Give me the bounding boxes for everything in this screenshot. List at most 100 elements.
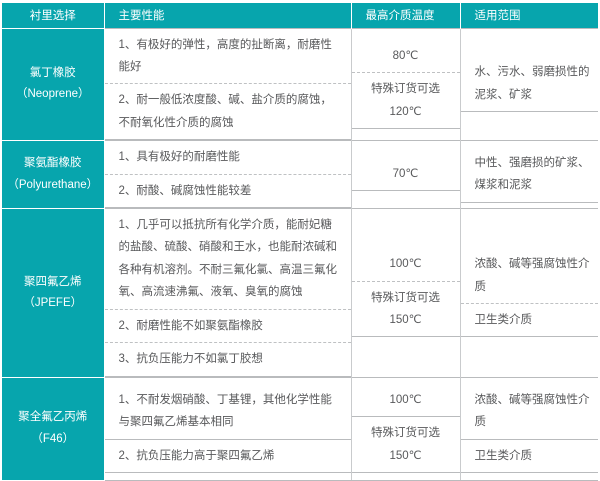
cell-temperature-subrow: 80℃ xyxy=(352,40,460,73)
cell-range-subrow: 水、污水、弱磨损性的泥浆、矿浆 xyxy=(460,56,598,113)
cell-temperature-text: 特殊订货可选 150℃ xyxy=(371,291,440,326)
cell-temperature-cell: 80℃ xyxy=(352,40,460,73)
cell-range-subrow: 浓酸、碱等强腐蚀性介质 xyxy=(460,383,598,440)
table-row: 聚四氟乙烯 （JPEFE） 1、几乎可以抵抗所有化学介质，能耐妃糖的盐酸、硫酸、硝酸… xyxy=(2,208,599,378)
cell-performance-subrow: 2、耐一般低浓度酸、碱、盐介质的腐蚀，不耐氧化性介质的腐蚀 xyxy=(104,83,351,141)
cell-temperature-subrow: 特殊订货可选 120℃ xyxy=(351,72,460,129)
cell-performance-group: 1、具有极好的耐磨性能 2、耐酸、碱腐蚀性能较差 xyxy=(104,141,351,209)
cell-performance-text: 2、耐磨性能不如聚氨酯橡胶 xyxy=(118,319,263,332)
cell-temperature-subrow: 70℃ xyxy=(351,157,460,192)
cell-temperature-cell: 100℃ xyxy=(351,383,460,418)
lining-name-english: （Polyurethane） xyxy=(7,178,99,191)
cell-performance-subrow: 1、不耐发烟硝酸、丁基锂，其他化学性能与聚四氟乙烯基本相同 xyxy=(104,383,351,440)
cell-range-text: 浓酸、碱等强腐蚀性介质 xyxy=(474,258,590,293)
cell-performance-cell: 2、耐酸、碱腐蚀性能较差 xyxy=(104,173,351,209)
cell-temperature-group: 70℃ xyxy=(351,157,460,192)
cell-temperature-subrow: 特殊订货可选 150℃ xyxy=(351,280,460,338)
cell-performance-cell: 2、耐一般低浓度酸、碱、盐介质的腐蚀，不耐氧化性介质的腐蚀 xyxy=(104,83,351,141)
cell-performance-text: 2、耐一般低浓度酸、碱、盐介质的腐蚀，不耐氧化性介质的腐蚀 xyxy=(118,94,332,129)
cell-performance-text: 1、不耐发烟硝酸、丁基锂，其他化学性能与聚四氟乙烯基本相同 xyxy=(118,393,332,429)
lining-name-english: （Neoprene） xyxy=(15,88,90,101)
cell-range-group: 水、污水、弱磨损性的泥浆、矿浆 xyxy=(460,56,598,113)
cell-performance-text: 1、具有极好的耐磨性能 xyxy=(118,151,240,164)
cell-range-cell: 中性、强磨损的矿浆、煤浆和泥浆 xyxy=(460,146,598,203)
cell-temperature-cell: 100℃ xyxy=(352,248,460,281)
cell-temperature-subrow: 特殊订货可选 150℃ xyxy=(351,416,460,474)
range-cell: 水、污水、弱磨损性的泥浆、矿浆 xyxy=(460,27,598,141)
cell-performance-text: 2、耐酸、碱腐蚀性能较差 xyxy=(118,184,252,197)
cell-range-text: 卫生类介质 xyxy=(474,314,533,326)
cell-temperature-subrow: 100℃ xyxy=(352,248,460,281)
cell-temperature-group: 100℃ 特殊订货可选 150℃ xyxy=(351,248,460,338)
cell-range-cell: 卫生类介质 xyxy=(460,438,598,474)
cell-performance-subrow: 2、耐酸、碱腐蚀性能较差 xyxy=(104,173,351,209)
lining-specification-table: 衬里选择 主要性能 最高介质温度 适用范围 氯丁橡胶 （Neoprene） 1、有极… xyxy=(2,3,598,481)
lining-name-english: （JPEFE） xyxy=(23,296,83,309)
lining-name: 聚四氟乙烯 xyxy=(24,275,82,288)
cell-performance-subrow: 1、有极好的弹性，高度的扯断离，耐磨性能好 xyxy=(105,29,351,84)
cell-range-text: 中性、强磨损的矿浆、煤浆和泥浆 xyxy=(474,156,590,192)
cell-temperature-cell: 特殊订货可选 150℃ xyxy=(351,416,460,474)
cell-performance-subrow: 2、耐磨性能不如聚氨酯橡胶 xyxy=(104,308,351,343)
cell-range-cell: 浓酸、碱等强腐蚀性介质 xyxy=(461,248,599,303)
cell-performance-subrow: 1、具有极好的耐磨性能 xyxy=(105,141,351,174)
cell-range-group: 浓酸、碱等强腐蚀性介质卫生类介质 xyxy=(460,383,598,474)
cell-range-subrow: 卫生类介质 xyxy=(460,302,598,338)
performance-cell: 1、不耐发烟硝酸、丁基锂，其他化学性能与聚四氟乙烯基本相同 2、抗负压能力高于聚四… xyxy=(104,376,352,481)
cell-performance-cell: 1、几乎可以抵抗所有化学介质，能耐妃糖的盐酸、硫酸、硝酸和王水，也能耐浓碱和各种… xyxy=(105,209,351,309)
range-cell: 浓酸、碱等强腐蚀性介质卫生类介质 xyxy=(460,208,599,378)
lining-cell: 聚全氟乙丙烯 （F46） xyxy=(2,376,105,481)
cell-performance-cell: 3、抗负压能力不如氯丁胶想 xyxy=(104,342,351,377)
column-header-range: 适用范围 xyxy=(460,3,598,28)
cell-performance-group: 1、几乎可以抵抗所有化学介质，能耐妃糖的盐酸、硫酸、硝酸和王水，也能耐浓碱和各种… xyxy=(104,209,351,377)
cell-range-text: 浓酸、碱等强腐蚀性介质 xyxy=(474,393,590,429)
cell-temperature-text: 80℃ xyxy=(392,49,419,62)
lining-cell: 聚四氟乙烯 （JPEFE） xyxy=(2,208,105,378)
column-header-performance: 主要性能 xyxy=(104,3,352,28)
cell-performance-subrow: 1、几乎可以抵抗所有化学介质，能耐妃糖的盐酸、硫酸、硝酸和王水，也能耐浓碱和各种… xyxy=(105,209,351,309)
cell-temperature-cell: 特殊订货可选 120℃ xyxy=(351,72,460,129)
performance-cell: 1、有极好的弹性，高度的扯断离，耐磨性能好 2、耐一般低浓度酸、碱、盐介质的腐蚀，… xyxy=(104,27,352,141)
performance-cell: 1、几乎可以抵抗所有化学介质，能耐妃糖的盐酸、硫酸、硝酸和王水，也能耐浓碱和各种… xyxy=(104,208,352,378)
range-cell: 浓酸、碱等强腐蚀性介质卫生类介质 xyxy=(460,376,598,481)
lining-cell: 氯丁橡胶 （Neoprene） xyxy=(2,27,105,141)
cell-temperature-text: 100℃ xyxy=(389,393,422,406)
temperature-cell: 100℃ 特殊订货可选 150℃ xyxy=(351,208,461,378)
cell-performance-cell: 1、有极好的弹性，高度的扯断离，耐磨性能好 xyxy=(105,29,351,84)
cell-range-subrow: 浓酸、碱等强腐蚀性介质 xyxy=(461,248,599,303)
cell-temperature-text: 100℃ xyxy=(389,258,422,271)
lining-name: 氯丁橡胶 xyxy=(29,67,76,80)
cell-temperature-text: 特殊订货可选 120℃ xyxy=(371,83,440,118)
cell-performance-cell: 2、耐磨性能不如聚氨酯橡胶 xyxy=(104,308,351,343)
cell-range-group: 浓酸、碱等强腐蚀性介质卫生类介质 xyxy=(460,248,599,338)
cell-performance-group: 1、有极好的弹性，高度的扯断离，耐磨性能好 2、耐一般低浓度酸、碱、盐介质的腐蚀，… xyxy=(104,29,351,141)
cell-performance-cell: 2、抗负压能力高于聚四氟乙烯 xyxy=(104,438,351,474)
cell-range-cell: 水、污水、弱磨损性的泥浆、矿浆 xyxy=(460,56,598,113)
cell-range-group: 中性、强磨损的矿浆、煤浆和泥浆 xyxy=(460,146,598,203)
cell-performance-text: 1、有极好的弹性，高度的扯断离，耐磨性能好 xyxy=(118,38,332,73)
lining-name-english: （F46） xyxy=(31,432,75,445)
cell-temperature-cell: 70℃ xyxy=(351,157,460,192)
column-header-temperature: 最高介质温度 xyxy=(351,3,461,28)
table-row: 氯丁橡胶 （Neoprene） 1、有极好的弹性，高度的扯断离，耐磨性能好 2、耐一般… xyxy=(2,27,598,141)
table-header-row: 衬里选择 主要性能 最高介质温度 适用范围 xyxy=(2,3,598,28)
table-header: 衬里选择 主要性能 最高介质温度 适用范围 xyxy=(2,3,598,28)
cell-temperature-subrow: 100℃ xyxy=(351,383,460,418)
cell-performance-cell: 1、不耐发烟硝酸、丁基锂，其他化学性能与聚四氟乙烯基本相同 xyxy=(104,383,351,440)
temperature-cell: 70℃ xyxy=(351,140,461,209)
range-cell: 中性、强磨损的矿浆、煤浆和泥浆 xyxy=(460,140,598,209)
temperature-cell: 80℃ 特殊订货可选 120℃ xyxy=(351,27,461,141)
cell-range-subrow: 中性、强磨损的矿浆、煤浆和泥浆 xyxy=(460,146,598,203)
table-row: 聚全氟乙丙烯 （F46） 1、不耐发烟硝酸、丁基锂，其他化学性能与聚四氟乙烯基本相同… xyxy=(2,376,598,481)
cell-range-cell: 浓酸、碱等强腐蚀性介质 xyxy=(460,383,598,440)
lining-cell: 聚氨酯橡胶 （Polyurethane） xyxy=(2,140,105,209)
table-row: 聚氨酯橡胶 （Polyurethane） 1、具有极好的耐磨性能 2、耐酸、碱腐蚀性能… xyxy=(2,140,598,209)
cell-range-text: 卫生类介质 xyxy=(474,449,533,462)
lining-name: 聚全氟乙丙烯 xyxy=(18,411,88,424)
cell-temperature-group: 100℃ 特殊订货可选 150℃ xyxy=(351,383,460,474)
cell-range-subrow: 卫生类介质 xyxy=(460,438,598,474)
table-body: 氯丁橡胶 （Neoprene） 1、有极好的弹性，高度的扯断离，耐磨性能好 2、耐一般… xyxy=(2,27,599,481)
cell-performance-subrow: 2、抗负压能力高于聚四氟乙烯 xyxy=(104,438,351,474)
cell-range-text: 水、污水、弱磨损性的泥浆、矿浆 xyxy=(474,66,590,101)
cell-temperature-cell: 特殊订货可选 150℃ xyxy=(351,280,460,338)
